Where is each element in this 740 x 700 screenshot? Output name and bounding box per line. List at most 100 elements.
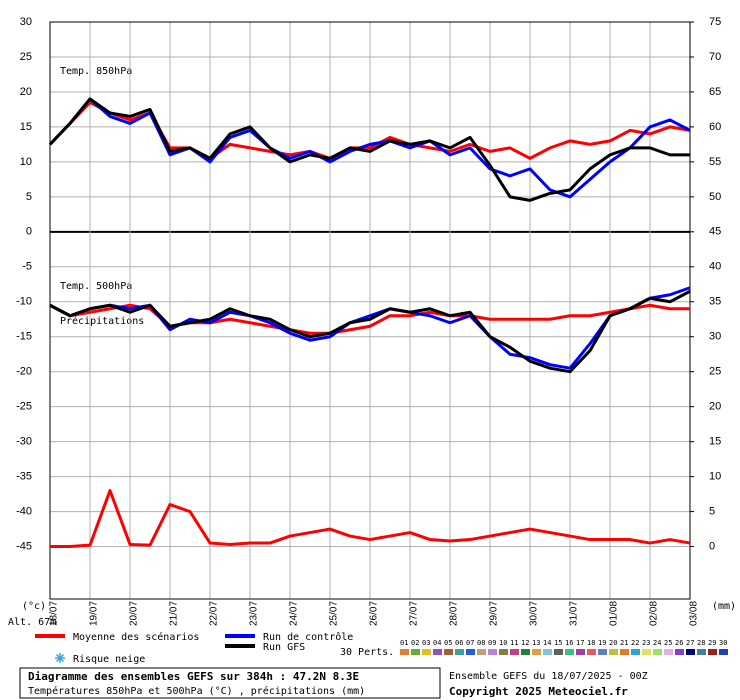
x-tick-label: 18/07 xyxy=(49,601,60,626)
y2-axis-label: (mm) xyxy=(712,601,736,612)
pert-swatch xyxy=(719,649,728,655)
pert-label: 10 xyxy=(499,639,507,647)
pert-label: 29 xyxy=(708,639,716,647)
perts-label: 30 Perts. xyxy=(340,647,394,658)
y2-tick-label: 75 xyxy=(709,16,721,28)
y2-tick-label: 10 xyxy=(709,471,721,483)
y-tick-label: -45 xyxy=(16,540,32,552)
chart-title: Diagramme des ensembles GEFS sur 384h : … xyxy=(28,670,359,683)
pert-label: 28 xyxy=(697,639,705,647)
pert-label: 17 xyxy=(576,639,584,647)
y2-tick-label: 70 xyxy=(709,51,721,63)
series-line xyxy=(48,97,690,202)
pert-swatch xyxy=(664,649,673,655)
x-tick-label: 23/07 xyxy=(249,601,260,626)
y-tick-label: -15 xyxy=(16,331,32,343)
x-tick-label: 25/07 xyxy=(329,601,340,626)
pert-label: 11 xyxy=(510,639,518,647)
x-tick-label: 03/08 xyxy=(689,601,700,626)
x-tick-label: 02/08 xyxy=(649,601,660,626)
pert-swatch xyxy=(631,649,640,655)
annotation: Temp. 850hPa xyxy=(60,66,132,77)
pert-swatch xyxy=(609,649,618,655)
series-line xyxy=(50,489,691,549)
pert-swatch xyxy=(455,649,464,655)
pert-label: 03 xyxy=(422,639,430,647)
pert-label: 05 xyxy=(444,639,452,647)
pert-label: 20 xyxy=(609,639,617,647)
pert-swatch xyxy=(400,649,409,655)
legend-label: Moyenne des scénarios xyxy=(73,631,199,643)
pert-swatch xyxy=(565,649,574,655)
y2-tick-label: 5 xyxy=(709,505,715,517)
annotation: Temp. 500hPa xyxy=(60,281,132,292)
pert-swatch xyxy=(642,649,651,655)
pert-label: 09 xyxy=(488,639,496,647)
pert-swatch xyxy=(510,649,519,655)
y-tick-label: 15 xyxy=(20,121,32,133)
pert-label: 15 xyxy=(554,639,562,647)
series-line xyxy=(48,97,691,199)
copyright: Copyright 2025 Meteociel.fr xyxy=(449,685,628,698)
pert-swatch xyxy=(543,649,552,655)
pert-label: 14 xyxy=(543,639,551,647)
y-tick-label: 0 xyxy=(26,226,32,238)
title-box xyxy=(19,667,441,699)
pert-label: 12 xyxy=(521,639,529,647)
y-axis-label: (°c) xyxy=(22,601,46,612)
x-tick-label: 19/07 xyxy=(89,601,100,626)
y-tick-label: -25 xyxy=(16,401,32,413)
x-tick-label: 30/07 xyxy=(529,601,540,626)
y-tick-label: -5 xyxy=(22,261,32,273)
y-tick-label: 20 xyxy=(20,86,32,98)
y-tick-label: -35 xyxy=(16,471,32,483)
y2-tick-label: 45 xyxy=(709,226,721,238)
pert-label: 13 xyxy=(532,639,540,647)
y-tick-label: 30 xyxy=(20,16,32,28)
legend-label: Run de contrôle xyxy=(263,631,353,643)
pert-swatch xyxy=(422,649,431,655)
y-tick-label: -10 xyxy=(16,296,32,308)
x-tick-label: 20/07 xyxy=(129,601,140,626)
y-tick-label: 10 xyxy=(20,156,32,168)
pert-swatch xyxy=(576,649,585,655)
legend-label: Run GFS xyxy=(263,642,305,653)
pert-label: 04 xyxy=(433,639,441,647)
pert-label: 19 xyxy=(598,639,606,647)
pert-swatch xyxy=(477,649,486,655)
pert-swatch xyxy=(532,649,541,655)
pert-swatch xyxy=(675,649,684,655)
x-tick-label: 01/08 xyxy=(609,601,620,626)
y-tick-label: -20 xyxy=(16,366,32,378)
pert-swatch xyxy=(466,649,475,655)
pert-swatch xyxy=(499,649,508,655)
pert-swatch xyxy=(697,649,706,655)
series-line xyxy=(49,289,691,374)
pert-swatch xyxy=(587,649,596,655)
pert-label: 16 xyxy=(565,639,573,647)
pert-swatch xyxy=(598,649,607,655)
annotation: Précipitations xyxy=(60,315,144,327)
pert-label: 07 xyxy=(466,639,474,647)
y2-tick-label: 25 xyxy=(709,366,721,378)
y2-tick-label: 65 xyxy=(709,86,721,98)
y-tick-label: -30 xyxy=(16,436,32,448)
x-tick-label: 31/07 xyxy=(569,601,580,626)
x-tick-label: 21/07 xyxy=(169,601,180,626)
y2-tick-label: 35 xyxy=(709,296,721,308)
x-tick-label: 28/07 xyxy=(449,601,460,626)
run-label: Ensemble GEFS du 18/07/2025 - 00Z xyxy=(449,671,648,682)
snow-label: Risque neige xyxy=(73,654,145,665)
y-tick-label: 25 xyxy=(20,51,32,63)
pert-label: 21 xyxy=(620,639,628,647)
pert-swatch xyxy=(653,649,662,655)
pert-label: 24 xyxy=(653,639,661,647)
y-tick-label: 5 xyxy=(26,191,32,203)
x-tick-label: 29/07 xyxy=(489,601,500,626)
pert-label: 18 xyxy=(587,639,595,647)
snow-icon xyxy=(55,653,65,663)
y2-tick-label: 15 xyxy=(709,436,721,448)
pert-label: 30 xyxy=(719,639,727,647)
y2-tick-label: 50 xyxy=(709,191,721,203)
pert-label: 06 xyxy=(455,639,463,647)
